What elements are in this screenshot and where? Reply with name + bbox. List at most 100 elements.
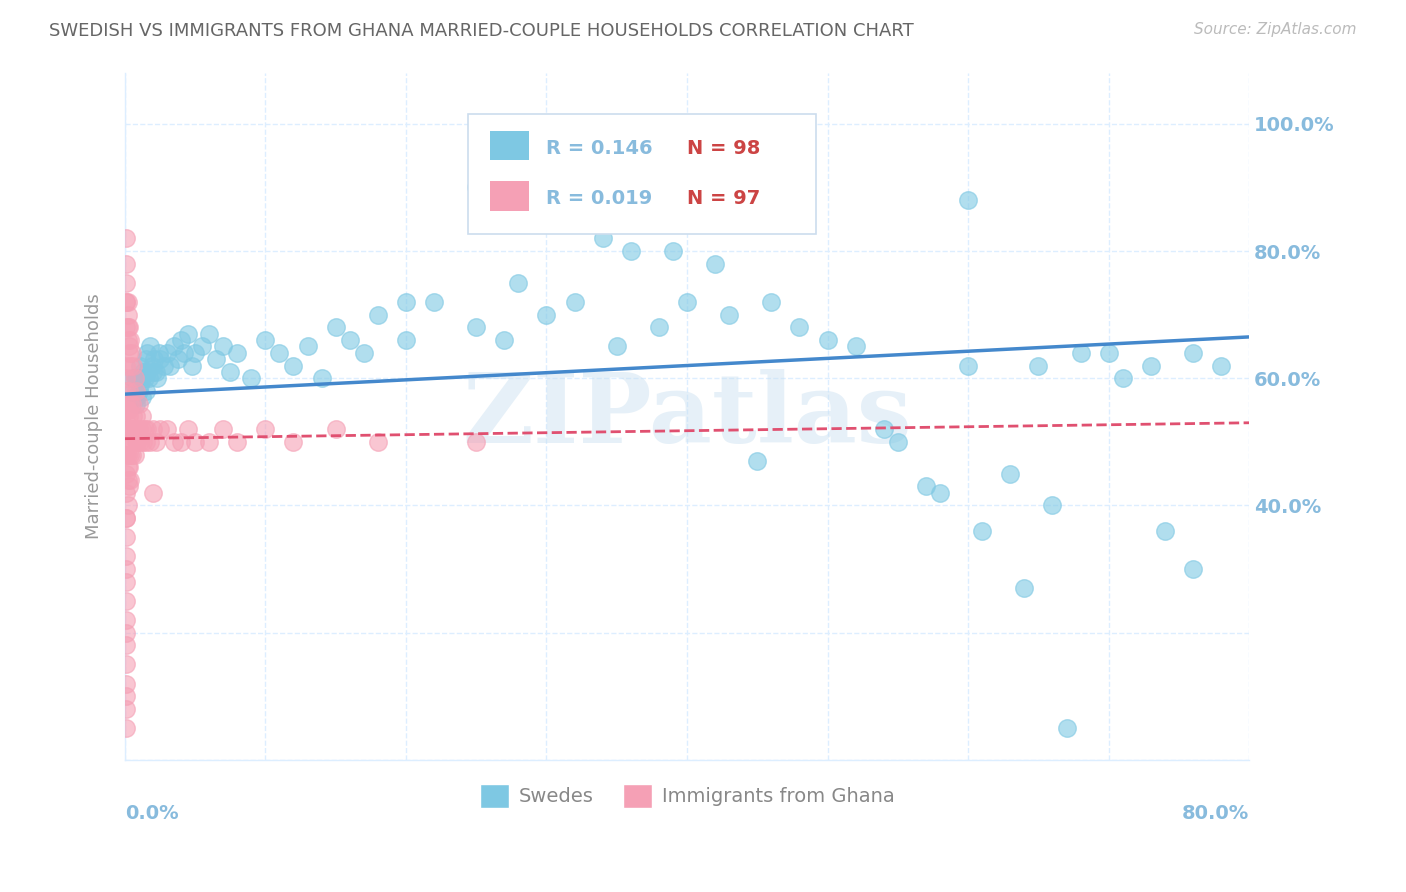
FancyBboxPatch shape bbox=[468, 114, 817, 235]
Point bbox=[1098, 346, 1121, 360]
Point bbox=[118, 409, 141, 424]
Text: Source: ZipAtlas.com: Source: ZipAtlas.com bbox=[1194, 22, 1357, 37]
Point bbox=[423, 294, 446, 309]
Point bbox=[115, 549, 138, 564]
Point bbox=[120, 333, 142, 347]
Point bbox=[117, 333, 139, 347]
Point bbox=[676, 294, 699, 309]
Point bbox=[367, 308, 389, 322]
Point bbox=[269, 346, 291, 360]
Point bbox=[592, 231, 614, 245]
Point bbox=[115, 231, 138, 245]
Point bbox=[125, 384, 148, 398]
Point bbox=[134, 422, 156, 436]
Point bbox=[128, 397, 150, 411]
Point bbox=[118, 460, 141, 475]
Point bbox=[132, 434, 155, 449]
Point bbox=[118, 384, 141, 398]
Point bbox=[124, 422, 146, 436]
Point bbox=[1112, 371, 1135, 385]
Point bbox=[972, 524, 994, 538]
Point bbox=[156, 422, 179, 436]
Point bbox=[163, 339, 186, 353]
Point bbox=[124, 448, 146, 462]
Point bbox=[131, 390, 153, 404]
Text: 0.0%: 0.0% bbox=[125, 805, 179, 823]
Point bbox=[115, 657, 138, 672]
Text: R = 0.146: R = 0.146 bbox=[547, 138, 654, 158]
Point bbox=[564, 294, 586, 309]
FancyBboxPatch shape bbox=[491, 181, 529, 211]
Point bbox=[125, 409, 148, 424]
Point bbox=[115, 371, 138, 385]
Point bbox=[125, 371, 148, 385]
Point bbox=[131, 409, 153, 424]
Point bbox=[620, 244, 643, 258]
Point bbox=[226, 434, 249, 449]
Point bbox=[122, 409, 145, 424]
Point bbox=[134, 371, 156, 385]
Point bbox=[1000, 467, 1022, 481]
Point bbox=[142, 422, 165, 436]
Point bbox=[115, 276, 138, 290]
Point bbox=[117, 499, 139, 513]
Point bbox=[117, 460, 139, 475]
Point bbox=[1056, 721, 1078, 735]
Point bbox=[115, 530, 138, 544]
Point bbox=[1211, 359, 1233, 373]
Point bbox=[212, 422, 235, 436]
Point bbox=[212, 339, 235, 353]
Point bbox=[115, 562, 138, 576]
Point bbox=[135, 384, 157, 398]
Point bbox=[117, 473, 139, 487]
Point bbox=[465, 180, 488, 194]
Point bbox=[761, 294, 783, 309]
Text: N = 98: N = 98 bbox=[688, 138, 761, 158]
Point bbox=[177, 326, 200, 341]
Point bbox=[148, 346, 170, 360]
Point bbox=[536, 308, 558, 322]
Point bbox=[131, 371, 153, 385]
Point bbox=[648, 320, 671, 334]
Point bbox=[131, 422, 153, 436]
Point bbox=[118, 346, 141, 360]
Point bbox=[817, 333, 839, 347]
Point bbox=[115, 467, 138, 481]
Point bbox=[122, 359, 145, 373]
Point bbox=[115, 397, 138, 411]
Point bbox=[117, 422, 139, 436]
Point bbox=[145, 365, 167, 379]
Point bbox=[136, 365, 159, 379]
Point bbox=[118, 339, 141, 353]
Text: ZIPatlas: ZIPatlas bbox=[463, 369, 912, 464]
Point bbox=[353, 346, 375, 360]
Point bbox=[170, 333, 193, 347]
Point bbox=[136, 422, 159, 436]
Point bbox=[789, 320, 811, 334]
Point bbox=[1070, 346, 1092, 360]
Point bbox=[325, 422, 347, 436]
Point bbox=[957, 193, 980, 207]
Point bbox=[115, 294, 138, 309]
Point bbox=[124, 371, 146, 385]
Point bbox=[125, 397, 148, 411]
Point bbox=[117, 403, 139, 417]
Point bbox=[1028, 359, 1050, 373]
Legend: Swedes, Immigrants from Ghana: Swedes, Immigrants from Ghana bbox=[472, 776, 903, 815]
Point bbox=[117, 320, 139, 334]
Point bbox=[297, 339, 319, 353]
Point bbox=[139, 339, 162, 353]
Point bbox=[115, 422, 138, 436]
Y-axis label: Married-couple Households: Married-couple Households bbox=[86, 293, 103, 540]
Point bbox=[181, 359, 204, 373]
Point bbox=[704, 257, 727, 271]
Point bbox=[1140, 359, 1163, 373]
Point bbox=[873, 422, 896, 436]
Point bbox=[115, 403, 138, 417]
Point bbox=[845, 339, 868, 353]
Point bbox=[129, 434, 152, 449]
Point bbox=[606, 339, 628, 353]
Point bbox=[1182, 346, 1205, 360]
Point bbox=[129, 359, 152, 373]
Point bbox=[226, 346, 249, 360]
